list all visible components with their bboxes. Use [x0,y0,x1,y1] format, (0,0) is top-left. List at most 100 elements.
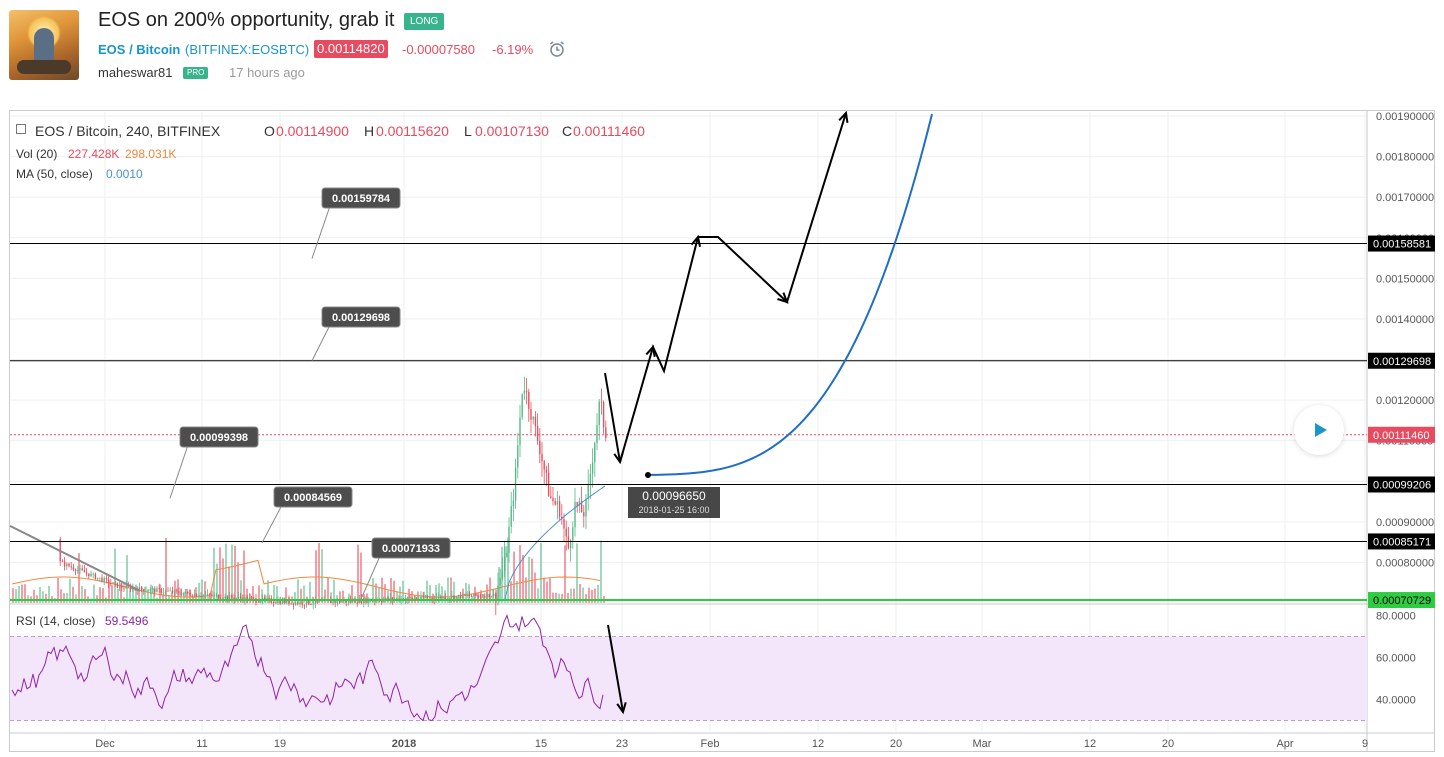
candle-body [554,501,556,505]
candle-body [600,401,603,403]
candle-body [70,566,72,568]
volume-bar [543,577,545,603]
crosshair-value: 0.00096650 [642,489,706,503]
alarm-clock-icon[interactable] [548,40,566,58]
candle-body [103,578,105,582]
candle-body [253,597,255,599]
arrowhead [690,234,701,247]
volume-bar [417,591,419,603]
volume-bar [357,544,359,603]
volume-bar [60,589,62,603]
volume-bar [339,591,341,603]
legend-high-value: 0.00115620 [376,123,449,139]
candle-body [200,596,202,598]
price-axis-label-bg [1368,235,1435,252]
callout-label: 0.00099398 [190,432,248,444]
candle-body [596,425,598,444]
price-axis-tick: 0.00120000 [1376,395,1434,407]
ma-label: MA (50, close) [16,167,93,181]
candle-body [497,585,499,600]
volume-bar [447,577,449,603]
candle-body [79,568,81,570]
callout-box [273,486,353,508]
volume-bar [231,544,233,603]
author-avatar[interactable] [9,10,79,80]
time-axis-tick: 12 [812,738,824,750]
candle-body [380,601,383,602]
volume-bar [228,566,230,603]
volume-value-2: 298.031K [125,147,177,161]
candle-body [411,597,413,599]
candle-body [374,600,376,602]
candle-body [534,416,537,426]
volume-bar [168,594,170,603]
collapse-icon[interactable] [16,124,26,134]
volume-bar [576,543,578,603]
author-name-link[interactable]: maheswar81 [98,65,173,80]
volume-bar [243,550,245,603]
candle-body [563,519,565,529]
price-axis-tick: 0.00180000 [1376,152,1434,164]
volume-bar [327,577,329,603]
candle-body [334,601,336,603]
volume-bar [591,589,593,603]
volume-bar [381,577,383,603]
volume-bar [600,540,602,603]
time-axis-tick: 12 [1084,738,1096,750]
candle-body [440,596,442,599]
candle-body [587,483,589,499]
candle-body [532,416,534,420]
candle-body [495,593,497,600]
candle-body [490,596,493,598]
candle-body [206,593,209,595]
volume-bar [42,591,44,603]
candle-body [286,599,288,603]
legend-close-value: 0.00111460 [573,123,645,139]
candle-body [72,567,75,570]
callout-box [321,187,401,209]
candle-body [572,527,574,541]
volume-bar [216,563,218,603]
volume-bar [516,581,518,603]
volume-bar [537,588,539,603]
play-replay-button[interactable] [1294,405,1344,455]
candle-body [81,568,83,570]
candle-body [578,501,581,507]
volume-bar [198,582,200,603]
grid-lines [10,112,1367,731]
candle-body [413,598,416,600]
candle-body [147,590,149,592]
legend-low-label: L [464,123,472,139]
candle-body [94,573,97,579]
volume-bar [33,589,35,603]
candle-body [422,595,424,598]
candle-body [455,596,457,599]
last-price: 0.00114820 [314,40,388,58]
volume-value-1: 227.428K [68,147,120,161]
candle-body [121,585,123,588]
volume-bar [219,547,221,603]
candle-body [83,569,86,573]
candle-body [167,590,169,592]
symbol-name-link[interactable]: EOS / Bitcoin [98,42,181,57]
volume-bar [372,578,374,603]
price-axis-label-bg [1368,592,1435,609]
candle-body [451,595,453,599]
candle-body [415,598,418,600]
price-axis-label: 0.00158581 [1373,239,1431,251]
candle-body [264,597,266,599]
candle-body [462,594,464,599]
volume-bar [222,558,224,603]
candle-body [567,536,570,548]
candle-series [59,376,607,616]
symbol-exchange-link[interactable]: (BITFINEX:EOSBTC) [185,42,310,57]
candle-body [310,604,312,605]
candle-body [336,600,339,603]
candle-body [145,590,147,592]
price-axis-label-bg [1368,352,1435,369]
candle-body [541,454,543,462]
time-axis-tick: 23 [616,738,628,750]
candle-body [605,427,607,438]
candle-body [61,561,64,563]
